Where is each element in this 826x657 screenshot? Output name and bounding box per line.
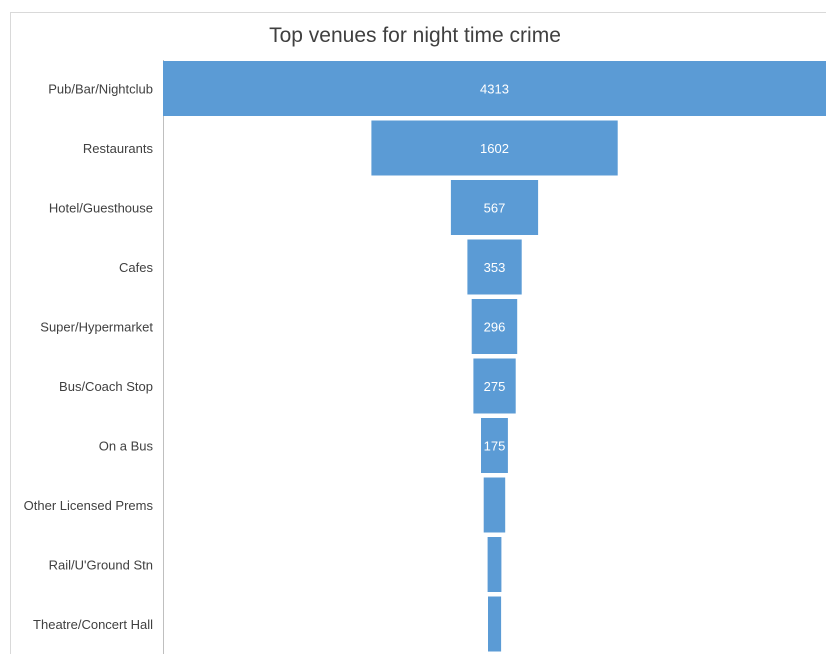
category-label: Restaurants bbox=[83, 141, 154, 156]
category-axis-line bbox=[163, 60, 164, 654]
data-label: 4313 bbox=[480, 82, 509, 97]
data-label: 353 bbox=[484, 260, 506, 275]
category-label: Hotel/Guesthouse bbox=[49, 201, 153, 216]
funnel-bar bbox=[481, 418, 508, 473]
funnel-bar bbox=[488, 596, 502, 652]
funnel-bar bbox=[163, 61, 826, 116]
chart-title: Top venues for night time crime bbox=[269, 24, 561, 47]
data-label: 1602 bbox=[480, 141, 509, 156]
funnel-bar bbox=[487, 537, 502, 592]
data-label: 175 bbox=[484, 439, 506, 454]
category-label: Other Licensed Prems bbox=[24, 498, 154, 513]
chart-frame bbox=[10, 12, 826, 654]
funnel-bar bbox=[483, 477, 506, 533]
funnel-bar bbox=[450, 180, 539, 235]
category-label: Theatre/Concert Hall bbox=[33, 617, 153, 632]
category-label: Rail/U'Ground Stn bbox=[49, 558, 153, 573]
data-label: 275 bbox=[484, 379, 506, 394]
funnel-bar bbox=[467, 239, 522, 295]
category-label: On a Bus bbox=[99, 439, 154, 454]
funnel-bar bbox=[371, 120, 618, 176]
category-label: Pub/Bar/Nightclub bbox=[48, 82, 153, 97]
data-label: 296 bbox=[484, 320, 506, 335]
category-label: Bus/Coach Stop bbox=[59, 379, 153, 394]
category-label: Super/Hypermarket bbox=[40, 320, 153, 335]
category-label: Cafes bbox=[119, 260, 153, 275]
data-label: 567 bbox=[484, 201, 506, 216]
funnel-bar bbox=[471, 299, 518, 354]
funnel-bar bbox=[473, 358, 516, 414]
